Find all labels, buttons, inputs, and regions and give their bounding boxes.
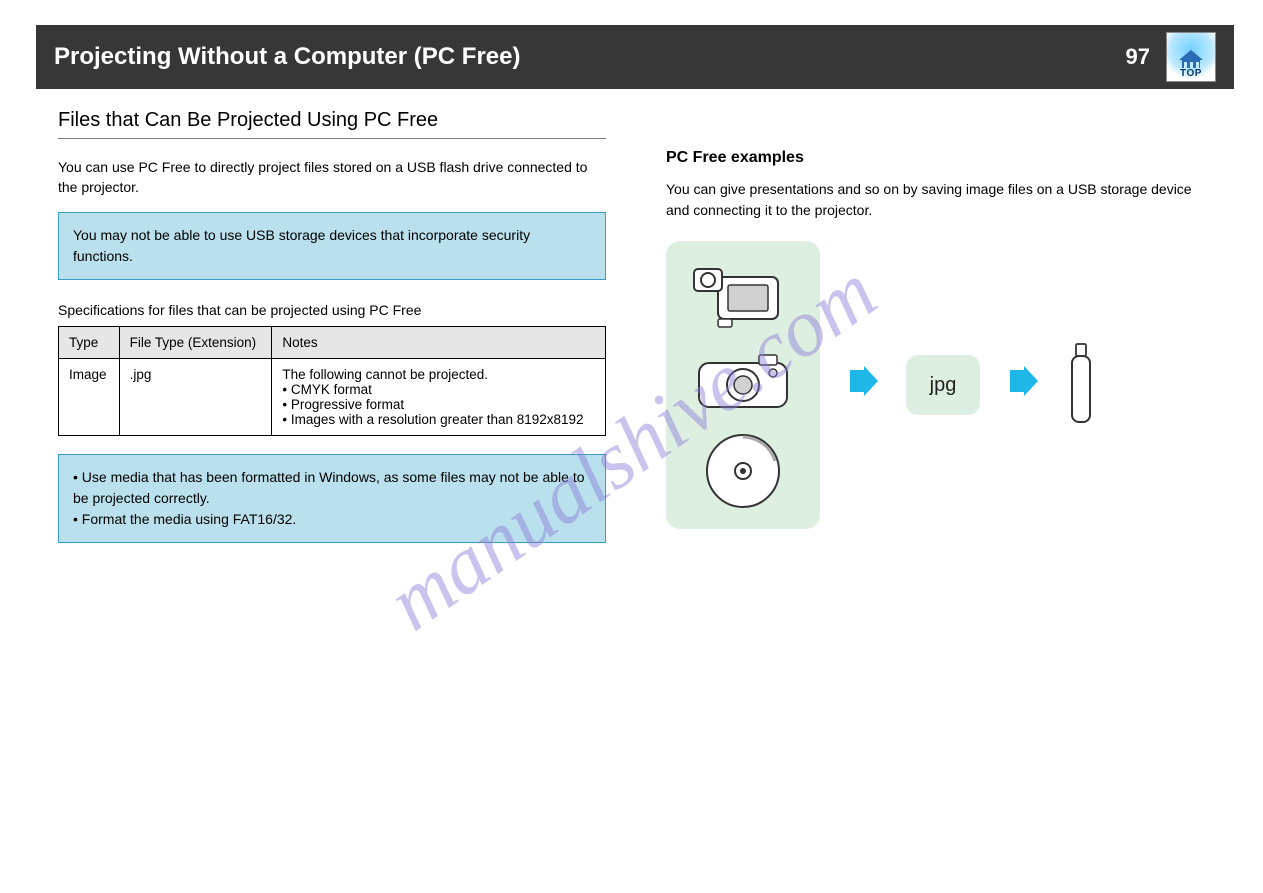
diagram: jpg bbox=[666, 241, 1212, 529]
table-row: Image .jpg The following cannot be proje… bbox=[59, 358, 606, 435]
page-title: Projecting Without a Computer (PC Free) bbox=[54, 43, 1126, 71]
left-column: Files that Can Be Projected Using PC Fre… bbox=[58, 109, 606, 543]
intro-text: You can use PC Free to directly project … bbox=[58, 157, 606, 198]
header-bar: Projecting Without a Computer (PC Free) … bbox=[36, 25, 1234, 89]
jpg-label: jpg bbox=[930, 374, 957, 397]
top-label: TOP bbox=[1180, 68, 1202, 79]
content-area: Files that Can Be Projected Using PC Fre… bbox=[36, 89, 1234, 543]
info-box-security: You may not be able to use USB storage d… bbox=[58, 212, 606, 280]
info-line-1: • Use media that has been formatted in W… bbox=[73, 467, 591, 509]
table-cell-notes: The following cannot be projected. • CMY… bbox=[272, 358, 606, 435]
spec-table: Type File Type (Extension) Notes Image .… bbox=[58, 326, 606, 436]
arrow-right-icon bbox=[848, 366, 878, 404]
disc-icon bbox=[703, 431, 783, 511]
table-cell-ext: .jpg bbox=[119, 358, 272, 435]
table-header-notes: Notes bbox=[272, 326, 606, 358]
source-devices-panel bbox=[666, 241, 820, 529]
page-number: 97 bbox=[1126, 44, 1150, 70]
table-header-type: Type bbox=[59, 326, 120, 358]
table-header-row: Type File Type (Extension) Notes bbox=[59, 326, 606, 358]
page: Projecting Without a Computer (PC Free) … bbox=[0, 0, 1263, 543]
info-box-format: • Use media that has been formatted in W… bbox=[58, 454, 606, 543]
table-cell-type: Image bbox=[59, 358, 120, 435]
spec-intro-text: Specifications for files that can be pro… bbox=[58, 302, 606, 318]
jpg-file-icon: jpg bbox=[906, 355, 980, 415]
right-intro-text: You can give presentations and so on by … bbox=[666, 179, 1212, 221]
usb-stick-icon bbox=[1066, 342, 1096, 428]
arrow-right-icon bbox=[1008, 366, 1038, 404]
right-column: PC Free examples You can give presentati… bbox=[606, 109, 1212, 543]
info-line-2: • Format the media using FAT16/32. bbox=[73, 509, 591, 530]
table-header-filetype: File Type (Extension) bbox=[119, 326, 272, 358]
right-heading: PC Free examples bbox=[666, 149, 1212, 167]
camcorder-icon bbox=[688, 259, 798, 331]
house-body-icon bbox=[1182, 58, 1200, 68]
section-heading: Files that Can Be Projected Using PC Fre… bbox=[58, 109, 606, 139]
camera-icon bbox=[695, 351, 791, 411]
top-home-button[interactable]: TOP bbox=[1166, 32, 1216, 82]
